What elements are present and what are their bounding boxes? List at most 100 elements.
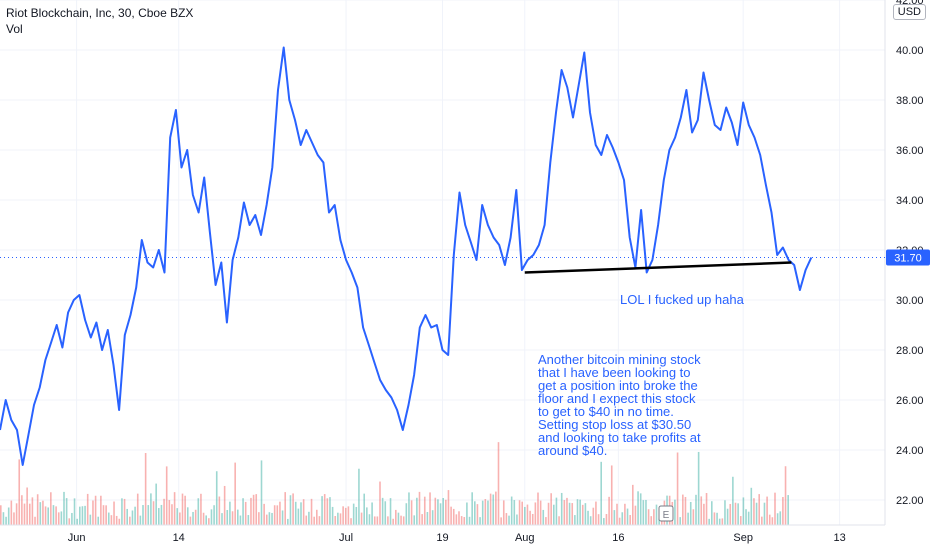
volume-bar <box>787 495 789 525</box>
volume-bar <box>234 462 236 525</box>
volume-bar <box>463 517 466 525</box>
currency-label[interactable]: USD <box>892 4 926 20</box>
volume-bar <box>189 516 192 525</box>
volume-bar <box>73 498 76 525</box>
volume-bar <box>739 516 742 525</box>
volume-bar <box>518 500 521 525</box>
volume-bar <box>524 506 526 525</box>
volume-bar <box>60 511 63 525</box>
volume-bar <box>621 512 624 525</box>
volume-bar <box>510 496 513 525</box>
volume-bar <box>102 505 105 525</box>
volume-bar <box>600 461 602 525</box>
trendline-drawing[interactable] <box>524 261 792 274</box>
volume-bar <box>508 515 510 525</box>
volume-bar <box>534 502 537 525</box>
volume-bar <box>568 502 571 525</box>
chart-title: Riot Blockchain, Inc, 30, Cboe BZX <box>6 6 194 20</box>
volume-bar <box>553 504 555 525</box>
volume-bar <box>300 502 302 525</box>
last-price-label: 31.70 <box>894 253 922 265</box>
volume-bar <box>81 506 84 525</box>
price-series-line[interactable] <box>0 46 813 466</box>
volume-bar <box>423 496 426 525</box>
annotation-line: to get to $40 in no time. <box>538 404 674 419</box>
volume-bar <box>0 505 2 525</box>
volume-bar <box>368 514 371 525</box>
volume-bar <box>674 499 676 525</box>
annotation-text-2[interactable]: Another bitcoin mining stock that I have … <box>538 353 738 457</box>
volume-bar <box>121 498 123 525</box>
volume-bar <box>774 492 776 525</box>
volume-bar <box>308 511 310 525</box>
volume-bar <box>334 516 337 525</box>
volume-bar <box>571 503 574 525</box>
volume-bar <box>758 494 760 525</box>
volume-bar <box>650 516 653 525</box>
volume-bar <box>439 503 442 525</box>
volume-bar <box>152 501 155 525</box>
volume-bar <box>695 494 697 525</box>
volume-bar <box>131 510 134 525</box>
volume-bar <box>632 484 634 525</box>
volume-bar <box>21 495 23 525</box>
volume-bar <box>13 512 15 525</box>
volume-bar <box>771 517 774 525</box>
volume-indicator-label[interactable]: Vol <box>6 22 23 36</box>
annotation-text-1[interactable]: LOL I fucked up haha <box>620 292 744 307</box>
volume-bar <box>150 493 152 525</box>
volume-bar <box>500 517 502 525</box>
volume-bar <box>782 497 784 525</box>
annotation-line: and looking to take profits at <box>538 430 701 445</box>
volume-bar <box>258 512 260 525</box>
volume-bar <box>613 510 616 525</box>
volume-bar <box>513 500 516 525</box>
earnings-marker-glyph: E <box>663 510 670 521</box>
volume-bar <box>724 500 726 525</box>
y-tick-label: 42.00 <box>896 0 924 7</box>
volume-bar <box>703 503 705 525</box>
y-tick-label: 34.00 <box>896 195 924 207</box>
x-tick-label: 19 <box>436 532 448 544</box>
x-tick-label: Jun <box>68 532 86 544</box>
volume-bar <box>47 507 49 525</box>
volume-bar <box>402 516 405 525</box>
y-tick-label: 26.00 <box>896 395 924 407</box>
volume-bar <box>5 516 7 525</box>
volume-bar <box>252 494 255 525</box>
volume-bar <box>313 516 315 525</box>
volume-bar <box>721 518 724 525</box>
volume-bar <box>700 496 703 525</box>
volume-bar <box>158 508 160 525</box>
volume-bar <box>392 518 394 525</box>
volume-bar <box>39 502 42 525</box>
volume-bar <box>186 507 189 525</box>
volume-bar <box>52 505 55 525</box>
volume-bar <box>716 512 718 525</box>
volume-bar <box>100 495 102 525</box>
volume-bar <box>129 516 131 525</box>
volume-bar <box>737 503 739 525</box>
volume-bar <box>23 503 26 525</box>
volume-bar <box>603 518 605 525</box>
volume-bar <box>729 503 732 525</box>
volume-bar <box>708 518 710 525</box>
volume-bar <box>184 495 186 525</box>
y-tick-label: 38.00 <box>896 95 924 107</box>
earnings-marker-icon[interactable] <box>658 505 674 522</box>
volume-bar <box>165 466 168 525</box>
volume-bar <box>144 453 147 525</box>
volume-bar <box>134 506 136 525</box>
volume-bar <box>489 493 492 525</box>
volume-bar <box>505 513 508 525</box>
volume-bar <box>639 493 642 525</box>
annotation-line: Setting stop loss at $30.50 <box>538 417 692 432</box>
volume-bar <box>97 516 100 525</box>
volume-bar <box>484 499 487 525</box>
volume-bar <box>466 502 468 525</box>
volume-bar <box>115 515 118 525</box>
volume-bar <box>610 465 613 525</box>
volume-bar <box>653 509 655 525</box>
volume-bar <box>558 516 560 525</box>
